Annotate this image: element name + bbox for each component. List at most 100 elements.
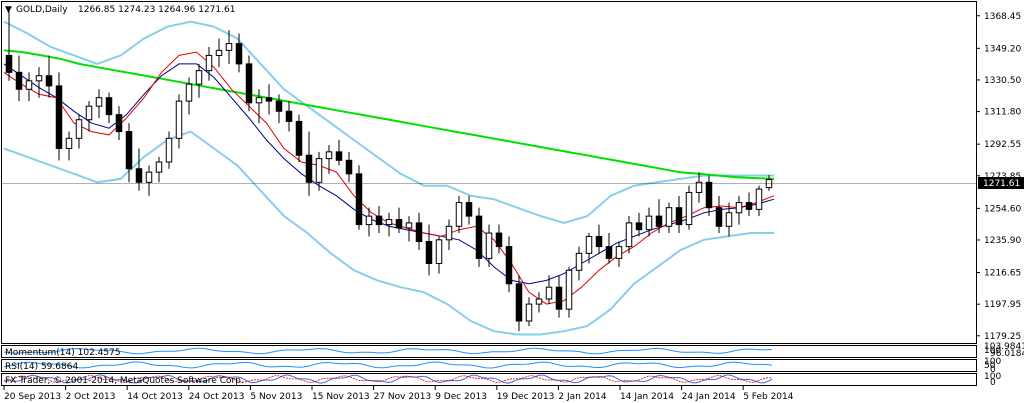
candle-body xyxy=(685,191,693,226)
candle-body xyxy=(135,168,143,183)
y-tick-label: 1330.50 xyxy=(984,76,1021,86)
rsi-label: RSI(14) 59.6864 xyxy=(5,362,78,372)
candle-body xyxy=(575,252,583,271)
candle xyxy=(225,30,233,64)
candle xyxy=(565,266,573,318)
candle-body xyxy=(175,100,183,139)
momentum-tick-mid: 100 xyxy=(984,346,1001,356)
candle xyxy=(35,67,43,98)
current-price-marker: 1271.61 xyxy=(978,177,1024,189)
candle xyxy=(215,38,223,68)
candle-body xyxy=(225,43,233,51)
candle-body xyxy=(645,215,653,231)
candle-body xyxy=(205,54,213,72)
candle xyxy=(375,205,383,234)
candle-body xyxy=(475,215,483,259)
candle xyxy=(325,145,333,174)
y-tick-label: 1368.45 xyxy=(984,12,1021,22)
rsi-tick-top: 100 xyxy=(984,357,1001,367)
candle xyxy=(625,216,633,254)
candle xyxy=(5,9,13,81)
candle xyxy=(315,151,323,191)
candle-body xyxy=(465,202,473,217)
candle xyxy=(745,192,753,217)
candle-body xyxy=(125,131,133,170)
candle-body xyxy=(185,83,193,102)
candle xyxy=(535,292,543,313)
candle-body xyxy=(755,188,763,210)
candle-body xyxy=(455,202,463,227)
y-tick-label: 1216.65 xyxy=(984,269,1021,279)
candle-body xyxy=(315,158,323,183)
collapse-arrow-icon[interactable]: ▼ xyxy=(5,5,12,15)
candle xyxy=(275,94,283,124)
candle xyxy=(15,55,23,102)
candle-body xyxy=(635,222,643,231)
candle xyxy=(675,195,683,234)
bollinger-lower-line xyxy=(3,130,774,336)
y-tick-label: 1179.25 xyxy=(984,332,1021,342)
candle xyxy=(405,216,413,242)
candle-body xyxy=(485,232,493,259)
candle xyxy=(725,202,733,237)
candle xyxy=(645,207,653,237)
candle xyxy=(695,172,703,203)
candle-body xyxy=(75,119,83,139)
candle xyxy=(735,195,743,225)
rsi-tick-low: 0 xyxy=(990,365,996,375)
candle-body xyxy=(155,161,163,173)
candle xyxy=(305,131,313,196)
candle xyxy=(385,212,393,237)
candle-body xyxy=(435,239,443,264)
candle-body xyxy=(105,97,113,116)
x-tick-label: 14 Jan 2014 xyxy=(620,392,674,402)
candle xyxy=(185,77,193,115)
candle-body xyxy=(495,232,503,248)
momentum-line xyxy=(3,347,773,355)
candle-body xyxy=(5,54,13,73)
candle-body xyxy=(405,222,413,229)
copyright-label: FX Trader, © 2001-2014, MetaQuotes Softw… xyxy=(5,376,244,386)
candle xyxy=(575,246,583,281)
candle-body xyxy=(505,246,513,285)
candle-body xyxy=(95,97,103,107)
candle xyxy=(545,275,553,305)
momentum-label: Momentum(14) 102.4575 xyxy=(5,348,121,358)
rsi-tick-mid: 50 xyxy=(984,361,996,371)
candle-body xyxy=(255,97,263,104)
candle-body xyxy=(535,298,543,305)
x-tick-label: 5 Feb 2014 xyxy=(743,392,794,402)
candle xyxy=(425,224,433,276)
candle xyxy=(125,123,133,183)
candle-body xyxy=(665,207,673,227)
candle xyxy=(65,131,73,161)
candle xyxy=(475,207,483,267)
candle xyxy=(285,101,293,132)
stochastic-signal-line xyxy=(3,375,773,383)
candle xyxy=(45,55,53,98)
candle-body xyxy=(345,159,353,175)
candle xyxy=(525,297,533,327)
candle xyxy=(145,165,153,196)
y-tick-label: 1311.80 xyxy=(984,108,1021,118)
candle xyxy=(25,72,33,102)
candle xyxy=(665,202,673,234)
time-axis[interactable]: 20 Sep 2013 2 Oct 2013 14 Oct 2013 24 Oct 2… xyxy=(3,386,794,402)
y-tick-label: 1349.20 xyxy=(984,44,1021,54)
price-axis[interactable]: 1368.45 1349.20 1330.50 1311.80 1292.55 1273.… xyxy=(976,12,1021,342)
bollinger-upper-line xyxy=(3,20,774,224)
y-tick-label: 1273.85 xyxy=(984,172,1021,182)
ohlc-values: 1266.85 1274.23 1264.96 1271.61 xyxy=(78,5,235,15)
candle xyxy=(715,195,723,234)
candle xyxy=(705,175,713,217)
candle-body xyxy=(25,80,33,90)
chart-header: ▼ GOLD,Daily 1266.85 1274.23 1264.96 127… xyxy=(5,5,235,15)
candle xyxy=(515,275,523,332)
x-tick-label: 20 Sep 2013 xyxy=(4,392,61,402)
candle-body xyxy=(675,207,683,226)
candle xyxy=(355,165,363,230)
candle-body xyxy=(235,43,243,65)
candle-body xyxy=(15,71,23,90)
candle-body xyxy=(595,235,603,248)
